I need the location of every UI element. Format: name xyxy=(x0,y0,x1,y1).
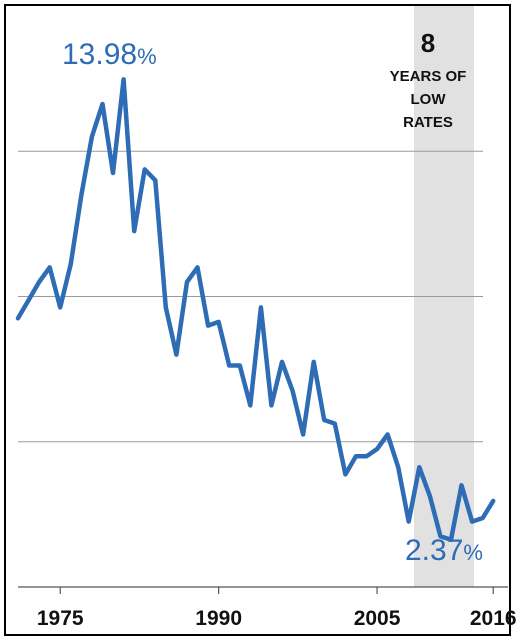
x-axis-ticks: 1975 1990 2005 2016 xyxy=(37,587,517,630)
x-tick-label: 1990 xyxy=(195,607,242,630)
last-unit-label: % xyxy=(463,540,483,565)
rate-series-line xyxy=(15,77,496,543)
x-tick-label: 2005 xyxy=(354,607,401,630)
chart-frame xyxy=(4,4,511,636)
peak-value-label: 13.98 xyxy=(62,38,137,71)
last-value-label: 2.37 xyxy=(405,534,463,567)
last-callout: 2.37% xyxy=(405,534,483,567)
period-label-line3: RATES xyxy=(403,114,453,131)
period-number: 8 xyxy=(421,28,435,58)
period-label-line2: LOW xyxy=(411,91,447,108)
peak-unit-label: % xyxy=(137,44,157,69)
x-tick-label: 2016 xyxy=(470,607,517,630)
peak-callout: 13.98% xyxy=(62,38,157,71)
x-tick-label: 1975 xyxy=(37,607,84,630)
gridlines xyxy=(18,150,483,443)
period-label-line1: YEARS OF xyxy=(390,68,467,85)
